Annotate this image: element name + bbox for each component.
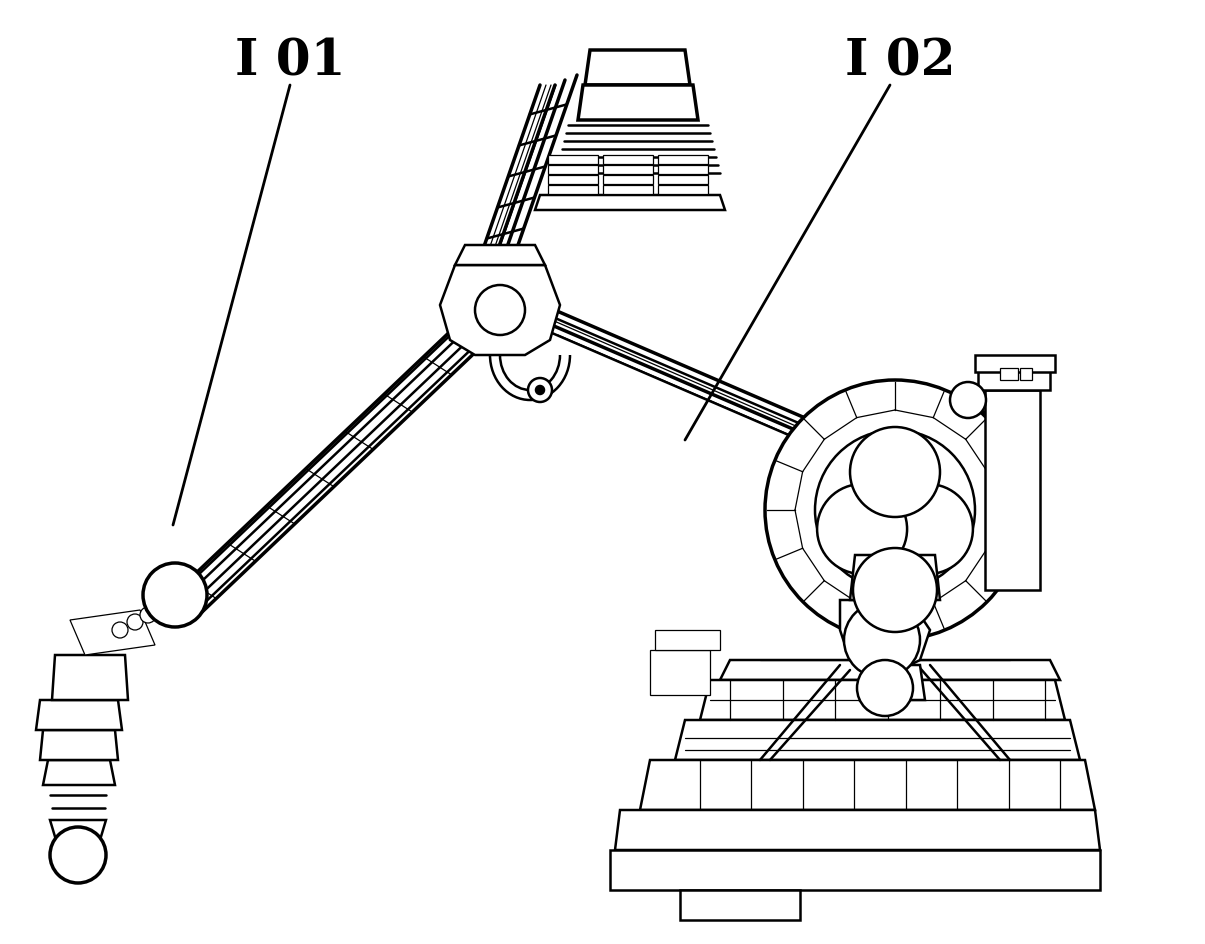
- Circle shape: [475, 285, 525, 335]
- Polygon shape: [43, 760, 114, 785]
- Polygon shape: [584, 50, 690, 85]
- Bar: [658, 165, 709, 174]
- Bar: [548, 155, 598, 164]
- Polygon shape: [850, 555, 940, 600]
- Polygon shape: [975, 355, 1056, 372]
- Polygon shape: [840, 600, 930, 670]
- Circle shape: [528, 378, 552, 402]
- Polygon shape: [978, 370, 1050, 390]
- Bar: [658, 185, 709, 194]
- Circle shape: [853, 548, 937, 632]
- Bar: [548, 165, 598, 174]
- Polygon shape: [455, 245, 545, 265]
- Bar: [1000, 368, 1018, 380]
- Polygon shape: [440, 265, 560, 355]
- Polygon shape: [640, 760, 1095, 810]
- Text: I 01: I 01: [235, 38, 346, 87]
- Bar: [602, 185, 653, 194]
- Circle shape: [140, 607, 155, 623]
- Circle shape: [49, 827, 106, 883]
- Bar: [548, 175, 598, 184]
- Circle shape: [143, 563, 207, 627]
- Polygon shape: [656, 630, 721, 650]
- Bar: [602, 155, 653, 164]
- Polygon shape: [649, 650, 710, 695]
- Polygon shape: [578, 85, 698, 120]
- Polygon shape: [984, 390, 1040, 590]
- Circle shape: [127, 614, 143, 630]
- Text: I 02: I 02: [845, 38, 956, 87]
- Bar: [658, 155, 709, 164]
- Bar: [658, 175, 709, 184]
- Circle shape: [850, 427, 940, 517]
- Polygon shape: [610, 850, 1100, 890]
- Bar: [602, 165, 653, 174]
- Polygon shape: [52, 655, 128, 700]
- Polygon shape: [680, 890, 800, 920]
- Polygon shape: [49, 820, 106, 840]
- Circle shape: [857, 660, 913, 716]
- Circle shape: [536, 386, 543, 394]
- Circle shape: [883, 484, 972, 574]
- Polygon shape: [40, 730, 118, 760]
- Circle shape: [112, 622, 128, 638]
- Bar: [602, 175, 653, 184]
- Polygon shape: [36, 700, 122, 730]
- Bar: [548, 185, 598, 194]
- Polygon shape: [535, 195, 725, 210]
- Bar: [1019, 368, 1031, 380]
- Polygon shape: [615, 810, 1100, 850]
- Polygon shape: [700, 680, 1065, 720]
- Circle shape: [765, 380, 1025, 640]
- Circle shape: [815, 430, 975, 590]
- Circle shape: [950, 382, 986, 418]
- Circle shape: [844, 602, 919, 678]
- Circle shape: [817, 484, 907, 574]
- Polygon shape: [860, 665, 925, 700]
- Polygon shape: [675, 720, 1080, 760]
- Polygon shape: [721, 660, 1060, 680]
- Polygon shape: [70, 610, 155, 655]
